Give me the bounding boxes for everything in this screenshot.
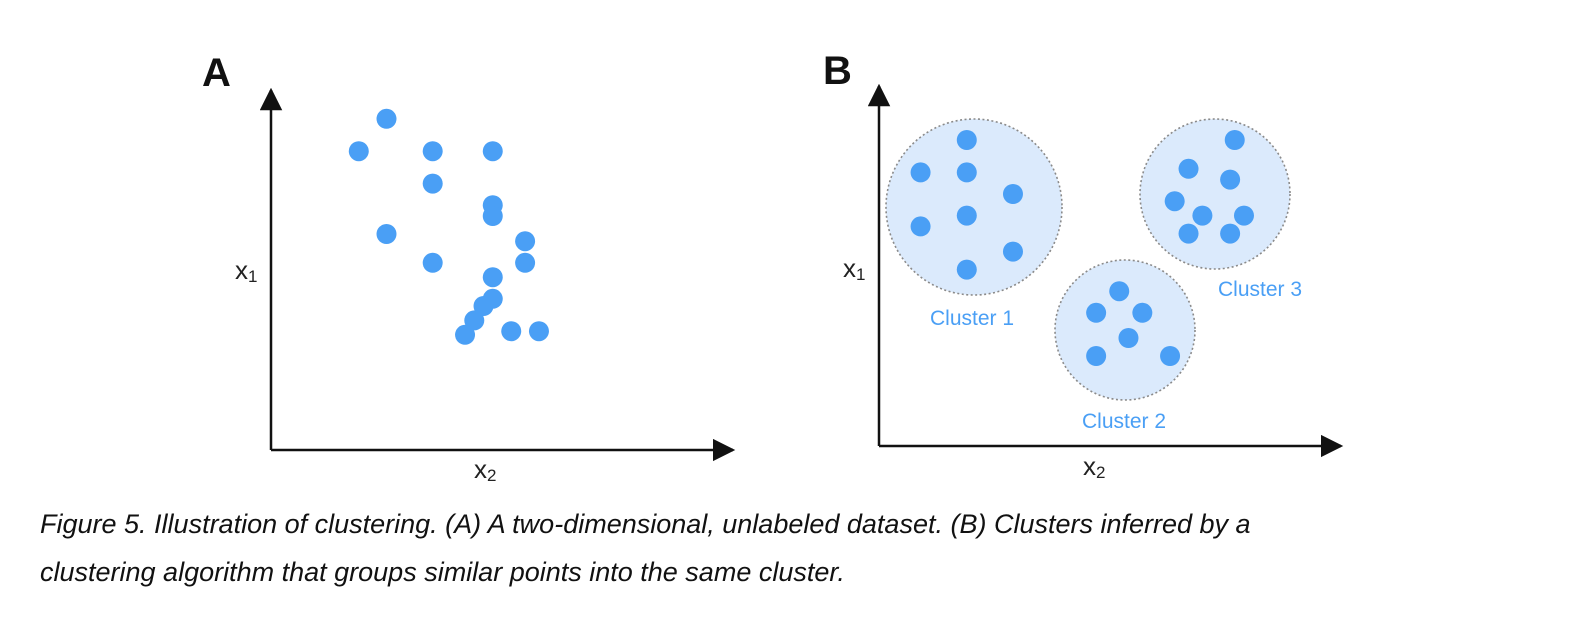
data-point — [464, 310, 485, 331]
cluster-3-region — [1139, 118, 1291, 270]
data-point — [376, 108, 397, 129]
cluster-1-point — [1002, 184, 1023, 204]
cluster-1-point — [910, 162, 931, 183]
cluster-1-point — [910, 216, 931, 237]
data-point — [482, 267, 503, 288]
caption-line-2: clustering algorithm that groups similar… — [40, 557, 845, 587]
data-point — [473, 296, 494, 316]
data-point — [515, 252, 536, 273]
cluster-1-point — [956, 205, 977, 226]
cluster-2-point — [1160, 346, 1181, 366]
cluster-3-point — [1192, 205, 1213, 226]
cluster-1-label: Cluster 1 — [930, 307, 1014, 330]
data-point — [515, 231, 536, 252]
cluster-2-point — [1132, 302, 1153, 323]
cluster-3-point — [1233, 205, 1254, 226]
cluster-1-point — [1002, 241, 1023, 262]
panel-a-letter: A — [202, 51, 231, 95]
cluster-2-point — [1086, 346, 1107, 366]
cluster-3-point — [1164, 191, 1185, 212]
cluster-3-label: Cluster 3 — [1218, 278, 1302, 301]
data-point — [422, 252, 443, 273]
panel-b: B x1 x2 Cluster 1 Cluster 2 Cluster 3 — [823, 49, 1344, 482]
cluster-3-point — [1220, 223, 1241, 244]
cluster-2-point — [1118, 328, 1139, 348]
data-point — [482, 206, 503, 226]
panel-a-y-label: x1 — [235, 255, 257, 286]
panel-a-x-label: x2 — [474, 454, 496, 485]
data-point — [422, 173, 443, 194]
cluster-1-point — [956, 130, 977, 150]
cluster-1-point — [956, 259, 977, 280]
data-point — [376, 224, 397, 244]
figure-caption: Figure 5. Illustration of clustering. (A… — [40, 500, 1540, 596]
data-point — [528, 321, 549, 342]
panel-b-points — [910, 130, 1254, 366]
clustering-figure: A x1 x2 B x1 x2 Cluster 1 Cluster 2 Clus… — [202, 49, 1344, 485]
panel-b-y-label: x1 — [843, 253, 865, 284]
data-point — [348, 141, 369, 162]
cluster-3-point — [1220, 169, 1241, 190]
panel-a-points — [348, 108, 549, 345]
cluster-1-point — [956, 162, 977, 183]
cluster-3-point — [1178, 223, 1199, 244]
panel-b-x-label: x2 — [1083, 451, 1105, 482]
data-point — [455, 324, 476, 345]
cluster-2-label: Cluster 2 — [1082, 410, 1166, 433]
data-point — [422, 141, 443, 162]
panel-a: A x1 x2 — [202, 51, 736, 485]
cluster-2-point — [1086, 302, 1107, 323]
data-point — [501, 321, 522, 342]
cluster-2-point — [1109, 281, 1130, 302]
cluster-3-point — [1224, 130, 1245, 150]
panel-b-letter: B — [823, 49, 852, 93]
caption-line-1: Figure 5. Illustration of clustering. (A… — [40, 509, 1251, 539]
data-point — [482, 141, 503, 162]
cluster-3-point — [1178, 158, 1199, 179]
